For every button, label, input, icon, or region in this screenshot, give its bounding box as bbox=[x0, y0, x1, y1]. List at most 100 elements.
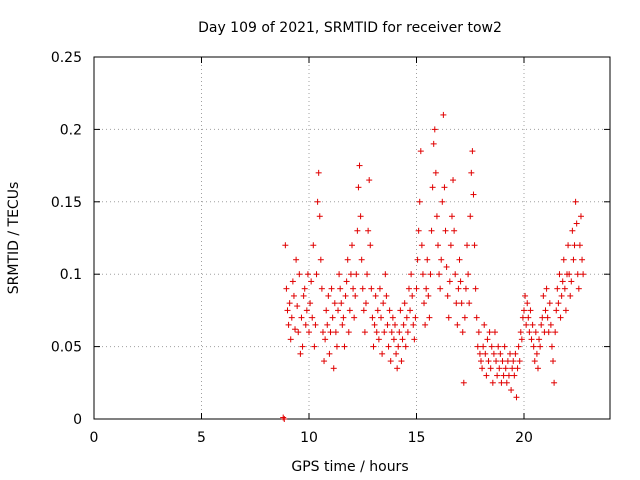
data-point bbox=[572, 198, 579, 205]
data-point bbox=[550, 358, 557, 365]
data-point bbox=[415, 227, 422, 234]
y-tick-label: 0 bbox=[73, 412, 82, 428]
data-point bbox=[404, 329, 411, 336]
data-point bbox=[335, 307, 342, 314]
data-point bbox=[493, 358, 500, 365]
data-point bbox=[349, 242, 355, 249]
data-point bbox=[516, 358, 523, 365]
data-point bbox=[319, 329, 326, 336]
data-point bbox=[531, 358, 538, 365]
data-point bbox=[314, 198, 321, 205]
data-point bbox=[389, 314, 396, 321]
data-point bbox=[336, 271, 343, 278]
x-axis-label: GPS time / hours bbox=[291, 459, 408, 475]
data-point bbox=[403, 314, 410, 321]
data-point bbox=[458, 300, 465, 307]
data-point bbox=[286, 300, 293, 307]
data-point bbox=[530, 343, 537, 350]
data-point bbox=[400, 321, 407, 328]
data-point bbox=[360, 307, 367, 314]
data-point bbox=[510, 358, 517, 365]
data-point bbox=[303, 307, 310, 314]
data-point bbox=[566, 271, 573, 278]
data-point bbox=[417, 148, 424, 155]
x-tick-label: 0 bbox=[90, 430, 99, 446]
data-point bbox=[343, 278, 350, 285]
data-point bbox=[558, 292, 565, 299]
data-point bbox=[494, 372, 501, 379]
data-point bbox=[355, 184, 362, 191]
data-point bbox=[560, 256, 567, 263]
data-point bbox=[432, 169, 439, 176]
data-point bbox=[345, 329, 352, 336]
data-point bbox=[386, 307, 393, 314]
data-point bbox=[528, 336, 535, 343]
data-point bbox=[507, 350, 514, 357]
data-point bbox=[575, 285, 582, 292]
data-point bbox=[330, 365, 337, 372]
data-point bbox=[309, 314, 316, 321]
data-point bbox=[479, 365, 486, 372]
data-point bbox=[412, 314, 419, 321]
data-point bbox=[501, 343, 508, 350]
data-point bbox=[480, 343, 487, 350]
data-point bbox=[460, 379, 467, 386]
data-point bbox=[304, 271, 311, 278]
data-point bbox=[450, 177, 457, 184]
data-point bbox=[356, 162, 363, 169]
data-point bbox=[324, 321, 331, 328]
data-point bbox=[521, 307, 527, 314]
data-point bbox=[496, 365, 503, 372]
data-point bbox=[292, 326, 299, 333]
x-tick-label: 20 bbox=[515, 430, 533, 446]
data-point bbox=[285, 321, 292, 328]
data-point bbox=[315, 169, 322, 176]
data-point bbox=[442, 227, 449, 234]
data-point bbox=[327, 329, 334, 336]
data-point bbox=[317, 256, 324, 263]
data-point bbox=[447, 242, 454, 249]
data-point bbox=[448, 213, 455, 220]
data-point bbox=[472, 285, 479, 292]
data-point bbox=[469, 148, 476, 155]
data-point bbox=[569, 227, 576, 234]
data-point bbox=[467, 213, 474, 220]
data-point bbox=[370, 343, 377, 350]
data-point bbox=[509, 365, 516, 372]
data-point bbox=[322, 336, 329, 343]
data-point bbox=[504, 358, 511, 365]
data-point bbox=[522, 292, 529, 299]
data-point bbox=[380, 300, 387, 307]
data-point bbox=[573, 220, 580, 227]
data-point bbox=[393, 350, 400, 357]
data-point bbox=[342, 292, 349, 299]
data-point bbox=[340, 314, 347, 321]
data-point bbox=[373, 329, 380, 336]
y-tick-label: 0.1 bbox=[60, 267, 82, 283]
data-point bbox=[368, 285, 375, 292]
data-point bbox=[287, 336, 294, 343]
data-point bbox=[519, 314, 526, 321]
data-point bbox=[547, 321, 554, 328]
data-point bbox=[418, 242, 425, 249]
data-point bbox=[284, 307, 291, 314]
data-point bbox=[328, 285, 335, 292]
data-point bbox=[548, 343, 555, 350]
data-point bbox=[331, 300, 338, 307]
data-point bbox=[405, 285, 412, 292]
data-point bbox=[282, 242, 289, 249]
data-point bbox=[455, 285, 462, 292]
data-point bbox=[438, 256, 445, 263]
data-point bbox=[361, 329, 368, 336]
data-point bbox=[514, 365, 521, 372]
data-point bbox=[445, 314, 452, 321]
data-point bbox=[312, 321, 319, 328]
data-point bbox=[533, 350, 540, 357]
data-point bbox=[478, 358, 484, 365]
data-point bbox=[482, 350, 489, 357]
data-point bbox=[525, 314, 532, 321]
data-point bbox=[430, 140, 437, 147]
data-point bbox=[378, 314, 385, 321]
data-point bbox=[311, 343, 318, 350]
data-point bbox=[542, 307, 549, 314]
